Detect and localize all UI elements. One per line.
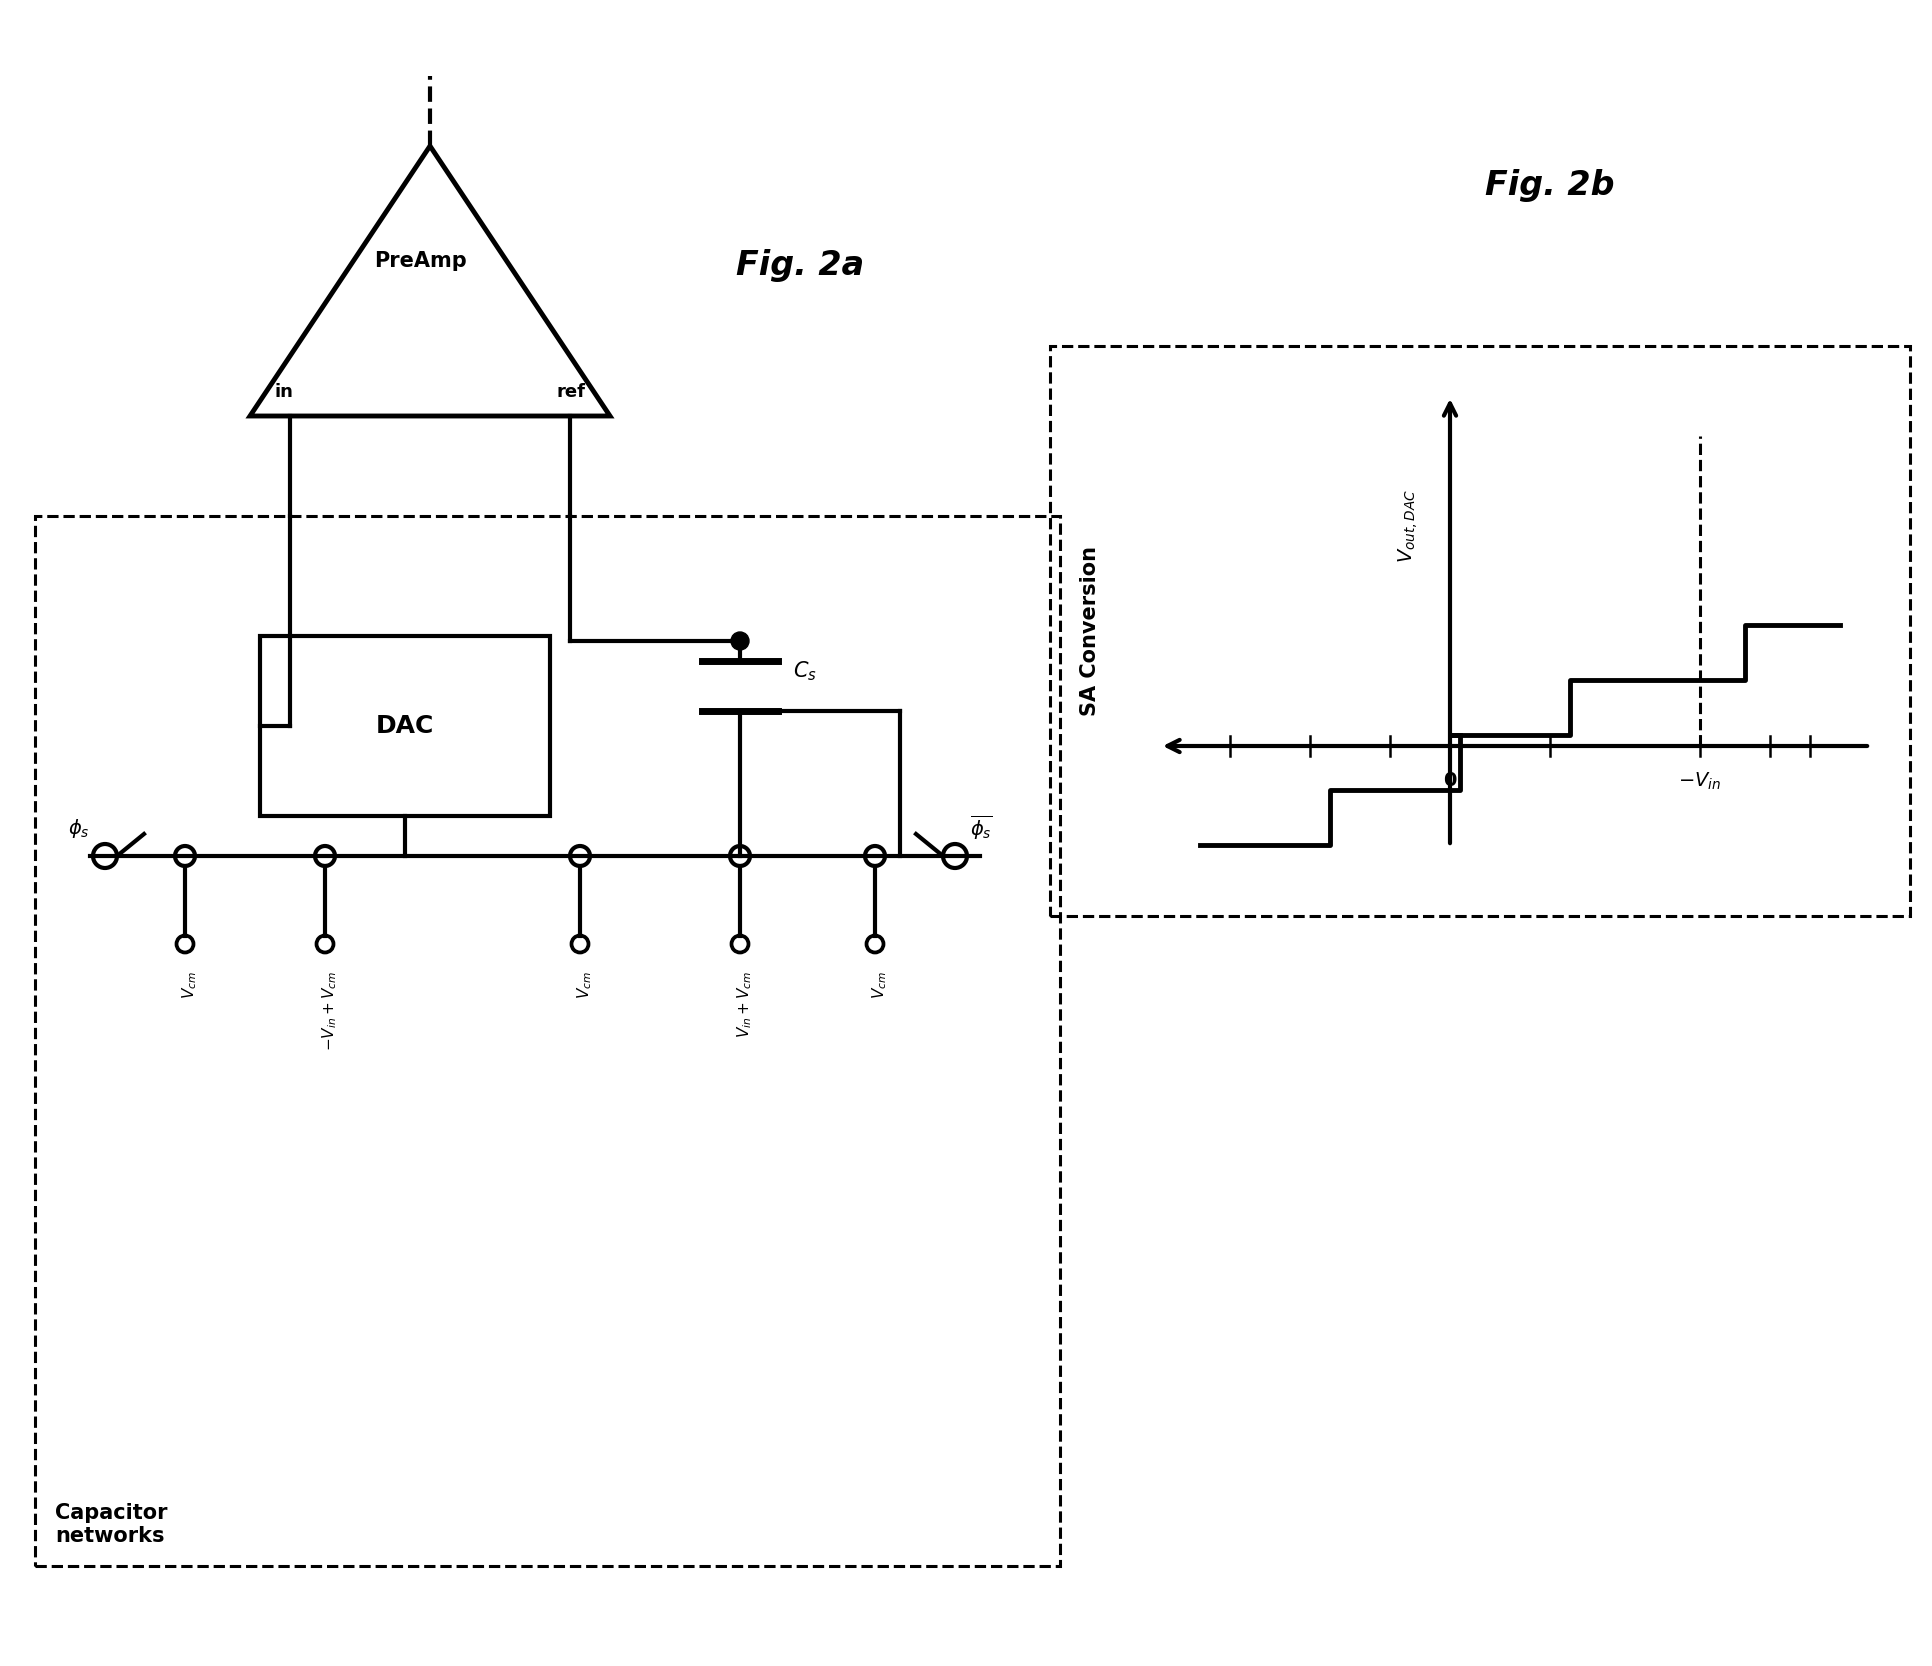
Text: $V_{out,DAC}$: $V_{out,DAC}$: [1395, 490, 1420, 563]
Text: Fig. 2a: Fig. 2a: [736, 250, 864, 283]
Bar: [261, 636, 551, 816]
Text: $\phi_s$: $\phi_s$: [68, 816, 91, 840]
Polygon shape: [249, 147, 611, 416]
Text: SA Conversion: SA Conversion: [1080, 546, 1099, 716]
Text: DAC: DAC: [375, 715, 435, 738]
Text: in: in: [274, 383, 294, 402]
Text: ref: ref: [556, 383, 585, 402]
Bar: [1049, 347, 1909, 916]
Text: $V_{cm}$: $V_{cm}$: [576, 971, 593, 1000]
Text: $-V_{in}+V_{cm}$: $-V_{in}+V_{cm}$: [321, 971, 340, 1051]
Text: $C_s$: $C_s$: [792, 660, 817, 683]
Text: $V_{in}+V_{cm}$: $V_{in}+V_{cm}$: [736, 971, 753, 1038]
Text: $V_{cm}$: $V_{cm}$: [180, 971, 199, 1000]
Text: PreAmp: PreAmp: [373, 252, 466, 272]
Text: 0: 0: [1443, 771, 1457, 790]
Text: Fig. 2b: Fig. 2b: [1484, 170, 1613, 203]
Text: $-V_{in}$: $-V_{in}$: [1677, 771, 1721, 793]
Text: Capacitor
networks: Capacitor networks: [54, 1503, 168, 1546]
Circle shape: [730, 631, 748, 650]
Text: $\overline{\phi_s}$: $\overline{\phi_s}$: [970, 813, 991, 843]
Text: $V_{cm}$: $V_{cm}$: [869, 971, 889, 1000]
Bar: [35, 516, 1059, 1566]
